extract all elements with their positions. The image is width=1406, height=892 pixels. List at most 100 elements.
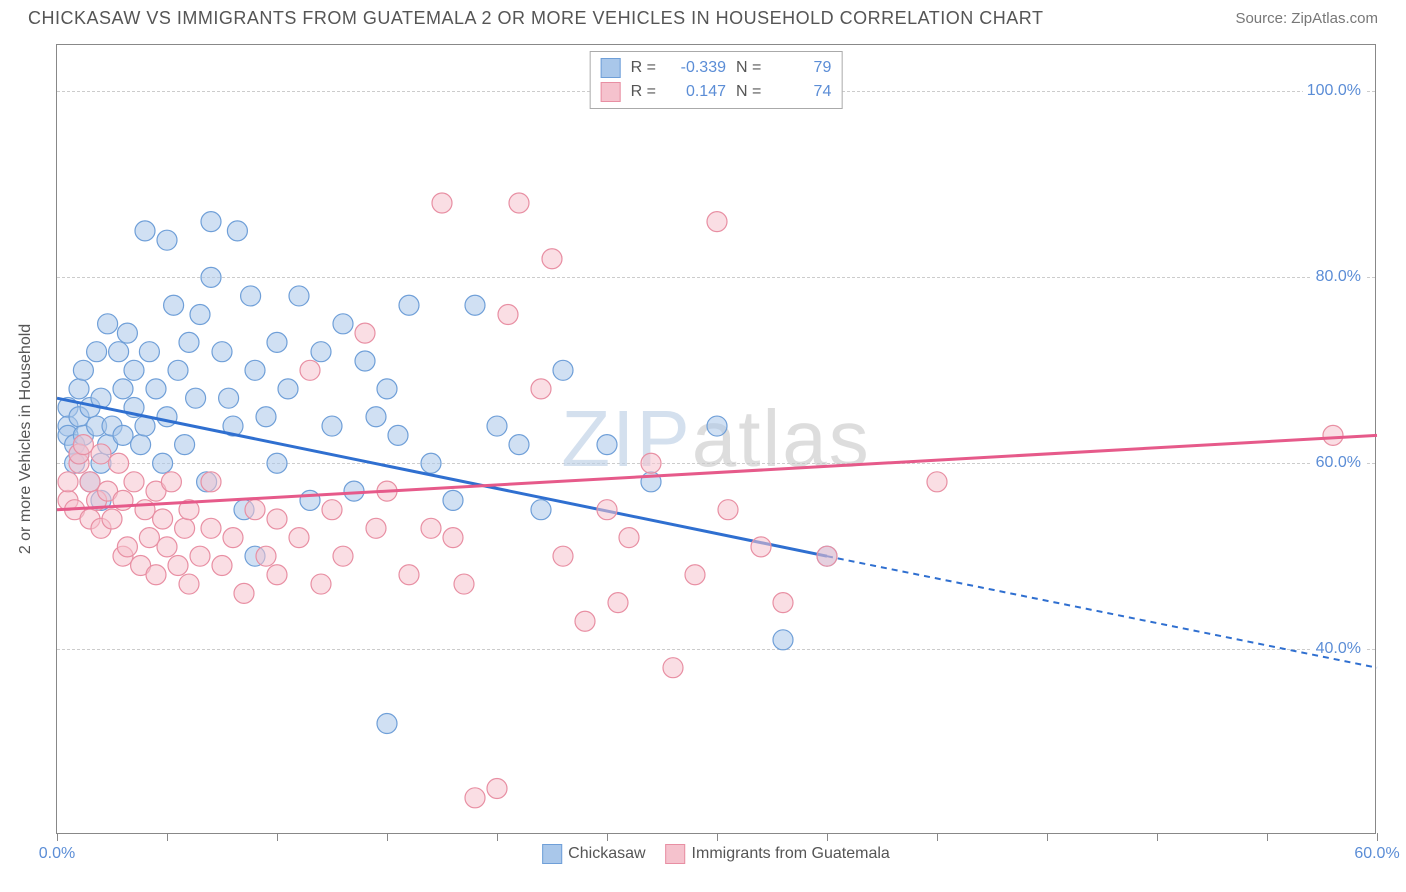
- scatter-point: [707, 416, 727, 436]
- scatter-point: [87, 342, 107, 362]
- swatch-chickasaw: [601, 58, 621, 78]
- scatter-point: [608, 593, 628, 613]
- scatter-point: [175, 518, 195, 538]
- source-label: Source: ZipAtlas.com: [1235, 10, 1378, 27]
- scatter-point: [98, 314, 118, 334]
- scatter-point: [465, 788, 485, 808]
- n-label: N =: [736, 83, 761, 101]
- x-tick: [717, 833, 718, 841]
- x-tick: [1157, 833, 1158, 841]
- n-label: N =: [736, 59, 761, 77]
- scatter-point: [718, 500, 738, 520]
- scatter-point: [663, 658, 683, 678]
- scatter-point: [256, 407, 276, 427]
- x-tick: [497, 833, 498, 841]
- scatter-point: [465, 295, 485, 315]
- swatch-guatemala: [666, 844, 686, 864]
- scatter-point: [355, 351, 375, 371]
- scatter-point: [377, 379, 397, 399]
- scatter-point: [553, 360, 573, 380]
- scatter-point: [311, 574, 331, 594]
- scatter-point: [219, 388, 239, 408]
- r-value-guatemala: 0.147: [666, 83, 726, 101]
- scatter-point: [102, 509, 122, 529]
- scatter-point: [289, 528, 309, 548]
- chart-title: CHICKASAW VS IMMIGRANTS FROM GUATEMALA 2…: [28, 8, 1043, 29]
- scatter-point: [421, 518, 441, 538]
- scatter-point: [531, 500, 551, 520]
- scatter-point: [153, 453, 173, 473]
- scatter-point: [241, 286, 261, 306]
- scatter-point: [135, 500, 155, 520]
- scatter-point: [139, 528, 159, 548]
- scatter-point: [179, 574, 199, 594]
- legend-item-chickasaw: Chickasaw: [542, 844, 645, 864]
- correlation-legend: R = -0.339 N = 79 R = 0.147 N = 74: [590, 51, 843, 109]
- scatter-point: [498, 305, 518, 325]
- scatter-point: [73, 360, 93, 380]
- scatter-point: [124, 360, 144, 380]
- scatter-point: [131, 435, 151, 455]
- scatter-point: [146, 565, 166, 585]
- scatter-point: [267, 565, 287, 585]
- scatter-point: [179, 332, 199, 352]
- scatter-point: [619, 528, 639, 548]
- scatter-point: [190, 546, 210, 566]
- scatter-point: [575, 611, 595, 631]
- scatter-point: [267, 453, 287, 473]
- scatter-point: [201, 212, 221, 232]
- x-tick: [607, 833, 608, 841]
- scatter-point: [212, 555, 232, 575]
- x-tick: [1267, 833, 1268, 841]
- scatter-point: [256, 546, 276, 566]
- scatter-point: [69, 379, 89, 399]
- scatter-point: [454, 574, 474, 594]
- scatter-point: [333, 314, 353, 334]
- scatter-point: [267, 332, 287, 352]
- swatch-guatemala: [601, 82, 621, 102]
- swatch-chickasaw: [542, 844, 562, 864]
- scatter-point: [157, 230, 177, 250]
- scatter-point: [641, 453, 661, 473]
- scatter-point: [443, 528, 463, 548]
- scatter-point: [322, 416, 342, 436]
- scatter-plot-svg: [57, 45, 1375, 833]
- scatter-point: [117, 537, 137, 557]
- scatter-point: [113, 425, 133, 445]
- x-tick-label: 60.0%: [1354, 845, 1399, 863]
- legend-row-guatemala: R = 0.147 N = 74: [601, 80, 832, 104]
- scatter-point: [161, 472, 181, 492]
- scatter-point: [212, 342, 232, 362]
- scatter-point: [542, 249, 562, 269]
- scatter-point: [553, 546, 573, 566]
- scatter-point: [509, 193, 529, 213]
- scatter-point: [751, 537, 771, 557]
- scatter-point: [487, 779, 507, 799]
- regression-extrapolation: [827, 556, 1377, 668]
- scatter-point: [91, 444, 111, 464]
- r-label: R =: [631, 59, 656, 77]
- scatter-point: [289, 286, 309, 306]
- scatter-point: [245, 360, 265, 380]
- scatter-point: [278, 379, 298, 399]
- x-tick: [827, 833, 828, 841]
- scatter-point: [201, 267, 221, 287]
- scatter-point: [109, 453, 129, 473]
- scatter-point: [355, 323, 375, 343]
- scatter-point: [443, 490, 463, 510]
- scatter-point: [322, 500, 342, 520]
- scatter-point: [58, 472, 78, 492]
- x-tick: [167, 833, 168, 841]
- scatter-point: [399, 295, 419, 315]
- scatter-point: [773, 593, 793, 613]
- r-value-chickasaw: -0.339: [666, 59, 726, 77]
- chart-container: 2 or more Vehicles in Household 40.0%60.…: [56, 44, 1376, 834]
- n-value-chickasaw: 79: [771, 59, 831, 77]
- x-tick: [1047, 833, 1048, 841]
- scatter-point: [109, 342, 129, 362]
- scatter-point: [707, 212, 727, 232]
- scatter-point: [186, 388, 206, 408]
- scatter-point: [773, 630, 793, 650]
- scatter-point: [80, 472, 100, 492]
- regression-line: [57, 435, 1377, 509]
